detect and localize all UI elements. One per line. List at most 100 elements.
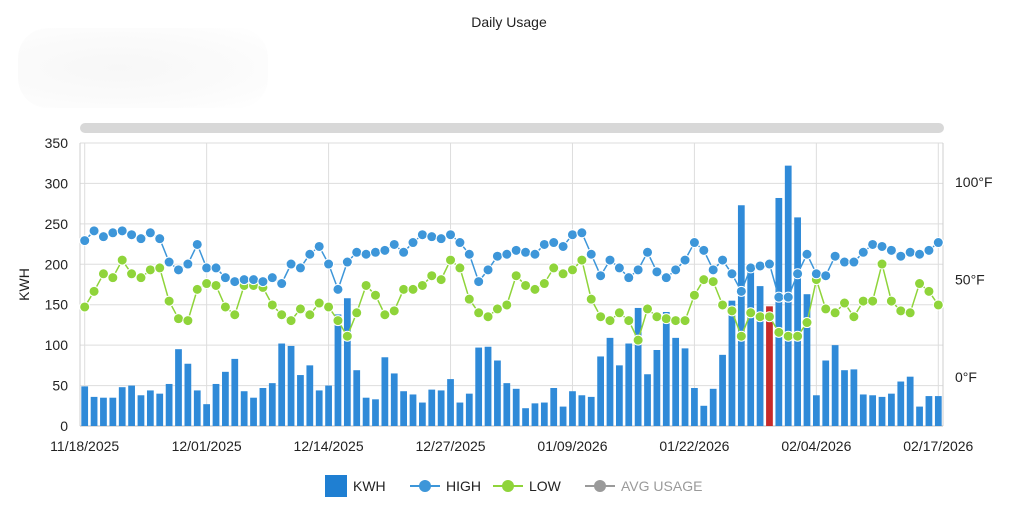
kwh-swatch	[325, 475, 347, 497]
low-point	[388, 305, 400, 317]
chart-title: Daily Usage	[471, 14, 547, 30]
low-point	[88, 285, 100, 297]
high-point	[688, 237, 700, 249]
kwh-bar	[503, 383, 511, 426]
x-tick-label: 11/18/2025	[50, 438, 119, 454]
kwh-bar	[700, 405, 708, 426]
high-point	[773, 291, 785, 303]
avg-swatch	[585, 475, 615, 497]
high-point	[651, 266, 663, 278]
kwh-bar	[850, 369, 858, 426]
high-point	[313, 240, 325, 252]
high-point	[698, 244, 710, 256]
kwh-bar	[578, 395, 586, 426]
high-point	[163, 256, 175, 268]
high-point	[332, 283, 344, 295]
kwh-bar	[559, 406, 567, 426]
low-point	[829, 307, 841, 319]
low-point	[426, 270, 438, 282]
y2-tick-label: 50°F	[955, 272, 985, 288]
low-point	[895, 305, 907, 317]
low-point	[932, 299, 944, 311]
high-point	[107, 227, 119, 239]
low-point	[867, 295, 879, 307]
kwh-bar	[165, 383, 173, 426]
legend-avg-usage[interactable]: AVG USAGE	[585, 472, 702, 500]
legend-low-label: LOW	[529, 478, 561, 494]
kwh-bar	[644, 374, 651, 426]
chart-range-scrollbar[interactable]	[80, 123, 944, 133]
high-point	[79, 235, 91, 247]
legend-avg-label: AVG USAGE	[621, 478, 703, 494]
kwh-bar	[756, 286, 764, 426]
legend-kwh-label: KWH	[353, 478, 386, 494]
kwh-bar	[709, 388, 717, 426]
kwh-bar	[737, 205, 745, 426]
high-point	[238, 274, 250, 286]
kwh-bar	[606, 337, 614, 426]
legend-kwh[interactable]: KWH	[325, 472, 386, 500]
low-point	[473, 307, 485, 319]
low-point	[201, 278, 213, 290]
high-point	[97, 231, 109, 243]
low-point	[107, 272, 119, 284]
high-point	[248, 274, 260, 286]
kwh-bar	[231, 358, 239, 426]
low-point	[604, 315, 616, 327]
low-point	[360, 279, 372, 291]
kwh-bar	[437, 390, 445, 426]
high-point	[632, 264, 644, 276]
low-point	[191, 283, 203, 295]
low-point	[923, 285, 935, 297]
y-tick-label: 350	[45, 135, 69, 151]
low-point	[763, 311, 775, 323]
high-point	[219, 272, 231, 284]
kwh-bar	[400, 391, 408, 426]
high-point	[229, 276, 241, 288]
high-point	[726, 268, 738, 280]
high-point	[914, 248, 926, 260]
kwh-bar	[634, 307, 642, 426]
high-point	[707, 264, 719, 276]
high-point	[210, 262, 222, 274]
kwh-bar	[465, 393, 473, 426]
high-point	[538, 238, 550, 250]
kwh-bar	[794, 217, 801, 426]
kwh-bar	[390, 373, 398, 426]
low-point	[323, 301, 335, 313]
high-point	[435, 233, 447, 245]
low-point	[914, 278, 926, 290]
high-point	[876, 240, 888, 252]
high-point	[613, 262, 625, 274]
kwh-bar	[691, 387, 698, 426]
low-point	[163, 295, 175, 307]
low-point	[182, 315, 194, 327]
legend-high[interactable]: HIGH	[410, 472, 481, 500]
kwh-bar	[512, 388, 520, 426]
kwh-bar	[325, 385, 332, 426]
low-point	[97, 268, 109, 280]
high-point	[285, 258, 297, 270]
kwh-bar	[137, 395, 145, 426]
high-point	[88, 225, 100, 237]
kwh-bar	[118, 387, 126, 426]
low-point	[595, 311, 607, 323]
legend-low[interactable]: LOW	[493, 472, 561, 500]
high-point	[416, 229, 428, 241]
low-point	[463, 293, 475, 305]
low-point	[276, 309, 288, 321]
y-tick-label: 200	[45, 256, 69, 272]
high-point	[144, 227, 156, 239]
high-point	[369, 246, 381, 258]
kwh-bar	[747, 269, 755, 426]
high-point	[735, 285, 747, 297]
low-point	[717, 299, 729, 311]
high-point	[445, 229, 457, 241]
kwh-bar	[615, 365, 623, 426]
low-point	[482, 311, 494, 323]
kwh-bar	[353, 370, 361, 426]
high-point	[116, 225, 128, 237]
kwh-bar	[428, 389, 436, 426]
low-point	[144, 264, 156, 276]
high-point	[304, 248, 316, 260]
